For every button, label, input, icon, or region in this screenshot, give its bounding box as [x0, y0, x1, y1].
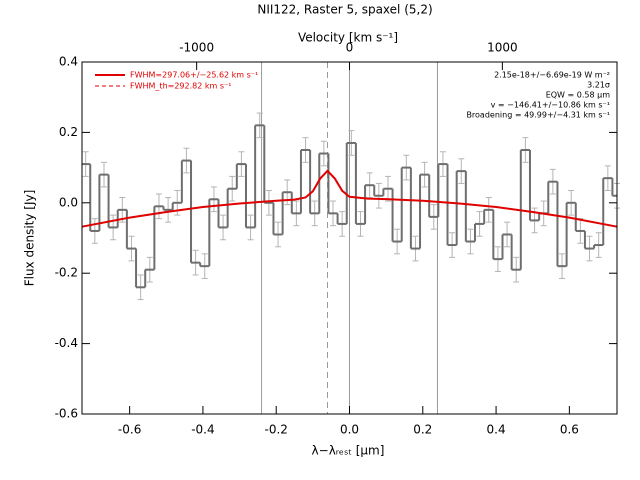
- chart-title: NII122, Raster 5, spaxel (5,2): [257, 3, 432, 17]
- x2-axis-label: Velocity [km s⁻¹]: [298, 31, 398, 45]
- annotation: 3.21σ: [587, 81, 610, 90]
- x-tick-label: 0.2: [413, 423, 432, 437]
- x-axis-label: λ−λᵣₑₛₜ [μm]: [312, 444, 385, 458]
- annotation: v = −146.41+/−10.86 km s⁻¹: [491, 101, 610, 110]
- x-tick-label: -0.2: [265, 423, 288, 437]
- y-tick-label: 0.4: [59, 55, 78, 69]
- x-tick-label: 0.4: [487, 423, 506, 437]
- y-tick-label: -0.6: [55, 407, 78, 421]
- annotation: EQW = 0.58 μm: [546, 91, 610, 100]
- annotation: Broadening = 49.99+/−4.31 km s⁻¹: [466, 111, 610, 120]
- x2-tick-label: 1000: [487, 41, 518, 55]
- y-tick-label: 0.0: [59, 195, 78, 209]
- x-tick-label: -0.6: [118, 423, 141, 437]
- y-tick-label: -0.2: [55, 266, 78, 280]
- y-tick-label: 0.2: [59, 125, 78, 139]
- annotation: 2.15e-18+/−6.69e-19 W m⁻²: [494, 71, 610, 80]
- x-tick-label: 0.0: [340, 423, 359, 437]
- y-tick-label: -0.4: [55, 336, 78, 350]
- y-axis-label: Flux density [Jy]: [23, 190, 37, 287]
- fit-line: [81, 169, 618, 228]
- x2-tick-label: -1000: [179, 41, 214, 55]
- x-tick-label: 0.6: [560, 423, 579, 437]
- x-tick-label: -0.4: [191, 423, 214, 437]
- legend-label: FWHM=297.06+/−25.62 km s⁻¹: [130, 71, 258, 80]
- legend-label: FWHM_th=292.82 km s⁻¹: [130, 82, 231, 91]
- x2-tick-label: 0: [346, 41, 354, 55]
